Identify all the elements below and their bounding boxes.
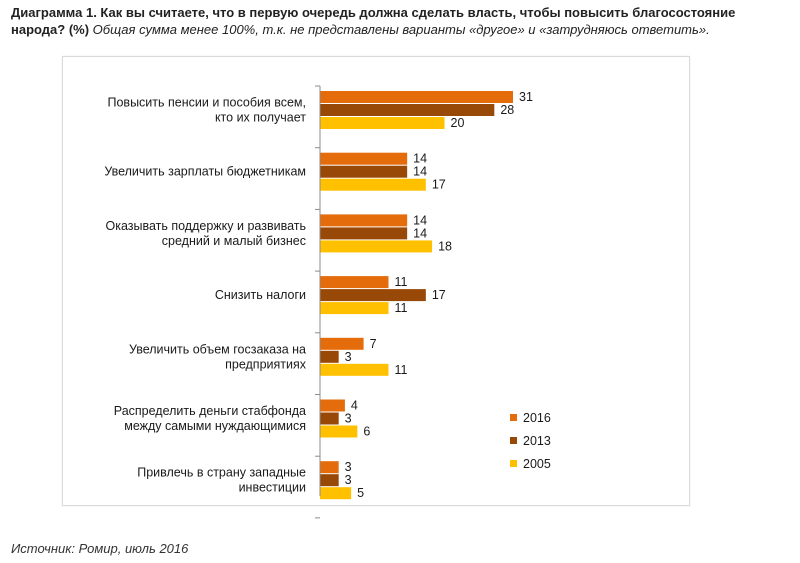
bar-2016-5 [320,399,345,412]
value-label-2016-0: 31 [519,90,533,104]
category-label-6: Привлечь в страну западные [137,466,306,480]
value-label-2016-5: 4 [351,399,358,413]
chart-frame [62,56,690,506]
legend-swatch-2013 [510,437,517,444]
value-label-2005-6: 5 [357,486,364,500]
bar-2016-2 [320,214,408,227]
bar-2005-3 [320,302,389,315]
category-label-1: Увеличить зарплаты бюджетникам [104,165,306,179]
bar-2005-2 [320,240,433,253]
chart-note: Общая сумма менее 100%, т.к. не представ… [92,22,710,37]
legend-label-2005: 2005 [523,457,551,471]
value-label-2005-1: 17 [432,178,446,192]
bar-2005-5 [320,425,358,438]
bar-2013-4 [320,350,339,363]
legend-label-2013: 2013 [523,434,551,448]
value-label-2013-0: 28 [500,103,514,117]
category-label-3: Снизить налоги [215,288,306,302]
legend-swatch-2016 [510,414,517,421]
bar-2005-0 [320,117,445,129]
value-label-2005-2: 18 [438,239,452,253]
value-label-2005-3: 11 [394,301,407,315]
bar-2013-6 [320,474,339,487]
bar-2016-6 [320,461,339,474]
value-label-2013-5: 3 [345,412,352,426]
bar-2013-1 [320,165,408,178]
bar-2016-0 [320,91,513,103]
value-label-2013-3: 17 [432,288,446,302]
value-label-2016-4: 7 [370,337,377,351]
value-label-2013-1: 14 [413,165,427,179]
bar-2005-6 [320,487,352,500]
bar-2016-1 [320,152,408,165]
value-label-2016-3: 11 [394,275,407,289]
bar-2013-5 [320,412,339,425]
bar-2016-4 [320,337,364,350]
bar-2013-0 [320,104,495,116]
source-note: Источник: Ромир, июль 2016 [11,541,189,556]
legend-swatch-2005 [510,460,517,467]
category-label-2: средний и малый бизнес [162,234,306,248]
value-label-2016-6: 3 [345,460,352,474]
category-label-5: между самыми нуждающимися [124,419,306,433]
bar-2013-2 [320,227,408,240]
value-label-2013-2: 14 [413,226,427,240]
value-label-2013-6: 3 [345,473,352,487]
value-label-2005-5: 6 [363,425,370,439]
category-label-4: предприятиях [225,357,307,371]
category-label-5: Распределить деньги стабфонда [114,404,306,418]
value-label-2005-0: 20 [451,116,465,130]
bar-2005-4 [320,363,389,376]
chart-title: Диаграмма 1. Как вы считаете, что в перв… [11,5,736,37]
legend-label-2016: 2016 [523,411,551,425]
value-label-2016-2: 14 [413,213,427,227]
chart-header: Диаграмма 1. Как вы считаете, что в перв… [11,4,791,38]
bar-2016-3 [320,276,389,289]
bar-2005-1 [320,178,426,191]
category-label-2: Оказывать поддержку и развивать [105,219,306,233]
category-label-6: инвестиции [239,481,306,495]
value-label-2016-1: 14 [413,152,427,166]
value-label-2005-4: 11 [394,363,407,377]
category-label-0: Повысить пенсии и пособия всем, [108,96,307,110]
category-label-4: Увеличить объем госзаказа на [129,342,306,356]
bar-2013-3 [320,289,426,302]
value-label-2013-4: 3 [345,350,352,364]
category-label-0: кто их получает [215,111,306,125]
